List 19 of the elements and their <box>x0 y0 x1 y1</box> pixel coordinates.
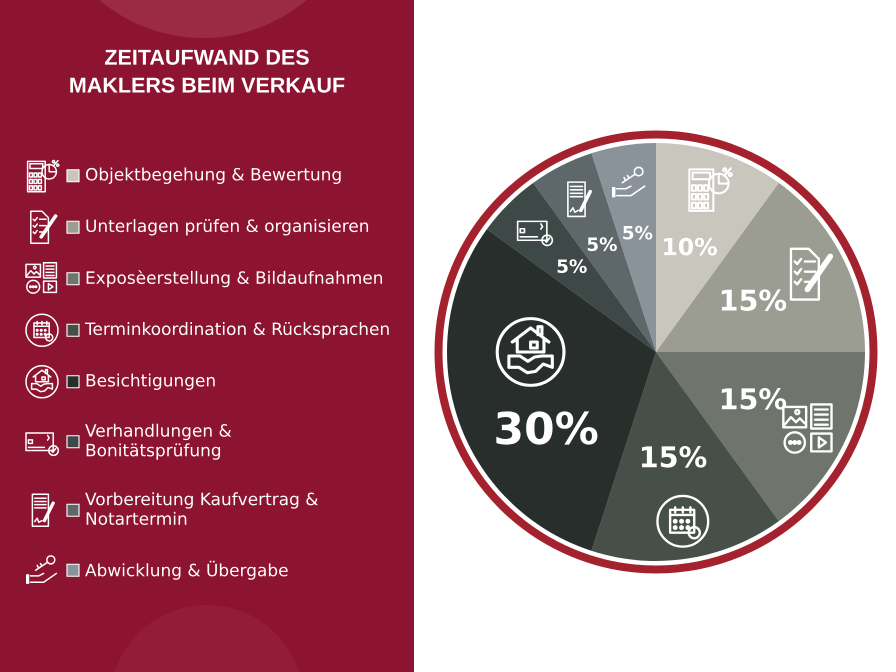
legend-label: Exposèerstellung & Bildaufnahmen <box>86 270 382 288</box>
data-label: 30% <box>496 411 598 445</box>
legend-label: Unterlagen prüfen & organisieren <box>86 219 368 236</box>
data-label: 5% <box>623 226 652 240</box>
data-label: 5% <box>558 259 587 274</box>
data-label: 5% <box>588 237 617 252</box>
legend-label: Objektbegehung & Bewertung <box>86 168 341 184</box>
chart-title: ZEITAUFWAND DES MAKLERS BEIM VERKAUF <box>70 50 344 93</box>
legend-label: Terminkoordination & Rücksprachen <box>84 322 389 338</box>
data-label: 15% <box>642 446 706 468</box>
data-label: 15% <box>722 289 786 311</box>
legend-label: Vorbereitung Kaufvertrag & Notartermin <box>85 492 318 525</box>
pie-slice <box>656 182 865 352</box>
data-label: 15% <box>722 388 786 410</box>
legend-label: Verhandlungen & Bonitätsprüfung <box>85 424 232 460</box>
legend-label: Besichtigungen <box>86 374 215 390</box>
pie-slice <box>533 153 656 352</box>
legend-label: Abwicklung & Übergabe <box>85 560 288 580</box>
data-label: 10% <box>664 238 717 256</box>
